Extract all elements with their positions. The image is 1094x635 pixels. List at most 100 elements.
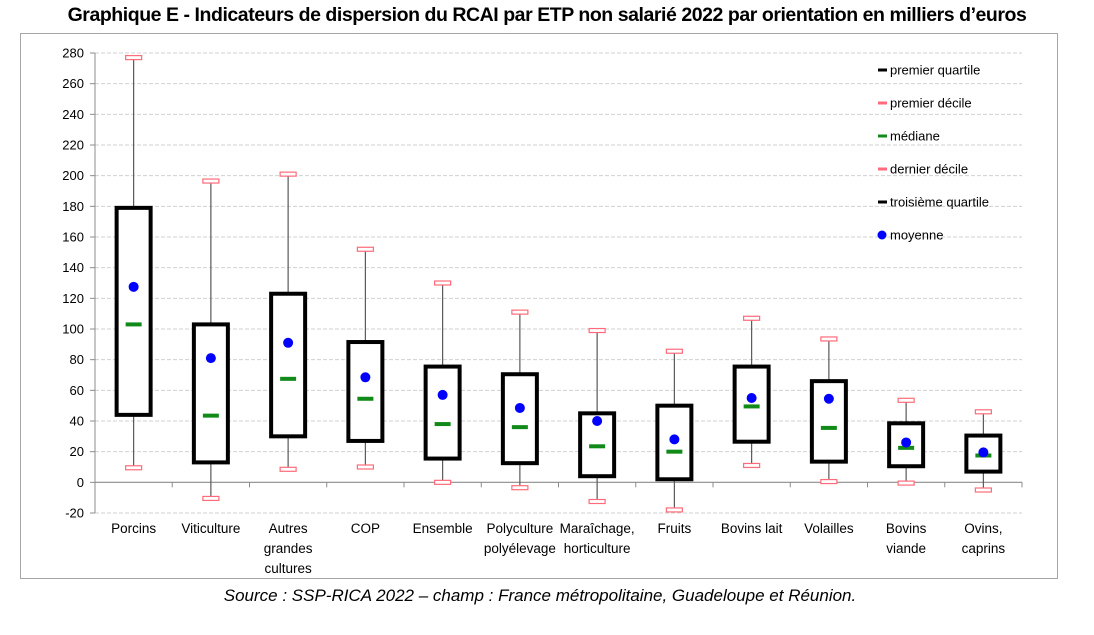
category-label-line: grandes	[264, 541, 313, 556]
category-label: Autres grandes cultures	[264, 521, 313, 576]
last-decile-marker	[820, 336, 838, 342]
box-group	[732, 315, 771, 469]
category-label-line: Porcins	[111, 521, 156, 536]
legend-label: médiane	[890, 129, 940, 144]
quartile-box	[500, 372, 539, 466]
last-decile-marker	[202, 178, 220, 184]
legend-label: moyenne	[890, 228, 943, 243]
median-marker	[898, 445, 915, 450]
legend-label: troisième quartile	[890, 195, 989, 210]
quartile-box	[887, 421, 926, 469]
legend-item-mean: moyenne	[877, 228, 943, 243]
box-group	[578, 327, 617, 505]
median-marker	[666, 449, 683, 454]
category-label-line: Fruits	[658, 521, 692, 536]
category-label-line: COP	[351, 521, 380, 536]
median-marker	[280, 376, 297, 381]
box-group	[964, 409, 1003, 493]
first-decile-marker	[125, 465, 143, 471]
median-marker	[434, 422, 451, 427]
first-decile-marker	[897, 480, 915, 486]
box-group	[346, 246, 385, 470]
legend-item-q3: troisième quartile	[878, 195, 989, 210]
category-label: Bovins viande	[886, 521, 927, 556]
first-decile-marker	[820, 478, 838, 485]
category-label: Ovins, caprins	[962, 521, 1006, 556]
category-labels: Porcins Viticulture Autres grandes cultures C…	[111, 521, 1005, 576]
box-group	[809, 336, 848, 485]
quartile-box	[732, 364, 771, 444]
first-decile-marker	[202, 495, 220, 502]
mean-marker	[437, 389, 448, 400]
median-marker	[202, 413, 219, 418]
y-tick-label: 160	[62, 230, 84, 245]
category-label: Ensemble	[413, 521, 473, 536]
first-decile-marker	[511, 485, 529, 491]
category-label: Volailles	[804, 521, 854, 536]
box-group	[887, 397, 926, 486]
median-marker	[820, 425, 837, 430]
category-label-line: Bovins lait	[721, 521, 783, 536]
mean-marker	[746, 393, 757, 403]
box-group	[114, 54, 153, 471]
y-tick-label: 80	[70, 352, 84, 367]
source-note: Source : SSP-RICA 2022 – champ : France …	[223, 586, 857, 605]
mean-marker	[128, 281, 139, 292]
mean-marker	[592, 416, 603, 426]
last-decile-marker	[897, 397, 915, 403]
y-tick-label: 0	[77, 475, 84, 490]
last-decile-marker	[665, 348, 683, 354]
gridlines	[95, 52, 1022, 514]
category-label-line: Bovins	[886, 521, 927, 536]
last-decile-marker	[279, 171, 297, 177]
category-label-line: Autres	[269, 521, 308, 536]
median-marker	[589, 444, 606, 449]
category-label-line: horticulture	[564, 541, 631, 556]
mean-marker	[978, 447, 989, 458]
box-group	[655, 348, 694, 513]
first-decile-marker	[356, 464, 374, 470]
first-decile-marker	[588, 498, 606, 505]
median-marker	[125, 322, 142, 327]
mean-marker	[514, 402, 525, 413]
category-label-line: Viticulture	[181, 521, 240, 536]
y-tick-label: -20	[65, 506, 84, 521]
category-label-line: polyélevage	[484, 541, 556, 556]
mean-marker	[360, 372, 371, 383]
chart-frame	[20, 33, 1058, 579]
first-decile-marker	[665, 507, 683, 513]
quartile-box	[346, 340, 385, 443]
legend-label: premier décile	[890, 96, 972, 111]
mean-marker	[205, 353, 216, 364]
first-decile-marker	[434, 479, 452, 485]
y-tick-label: 20	[70, 444, 84, 459]
category-label: Fruits	[658, 521, 692, 536]
legend-dash-icon	[878, 200, 887, 204]
y-tick-label: 240	[62, 107, 84, 122]
category-label: Bovins lait	[721, 521, 783, 536]
legend-dash-icon	[878, 134, 887, 138]
y-tick-label: 60	[70, 383, 84, 398]
axes: -20 0 20 40 60 80 100 120 140 160 180 200 220 240 260 2…	[62, 46, 1023, 521]
last-decile-marker	[974, 409, 992, 415]
box-group	[191, 178, 230, 502]
category-label-line: caprins	[962, 541, 1006, 556]
category-label-line: Ovins,	[964, 521, 1002, 536]
last-decile-marker	[125, 54, 143, 61]
last-decile-marker	[356, 246, 374, 252]
category-label-line: viande	[886, 541, 926, 556]
mean-marker	[823, 393, 834, 404]
y-tick-label: 280	[62, 46, 84, 61]
legend-label: premier quartile	[890, 63, 980, 78]
last-decile-marker	[511, 309, 529, 315]
y-tick-label: 120	[62, 291, 84, 306]
y-tick-label: 180	[62, 199, 84, 214]
legend-item-median: médiane	[878, 129, 940, 144]
legend-label: dernier décile	[890, 162, 968, 177]
quartile-box	[191, 322, 230, 465]
mean-marker	[669, 434, 680, 445]
legend-dash-icon	[878, 101, 887, 105]
category-label: Viticulture	[181, 521, 240, 536]
y-tick-label: 140	[62, 260, 84, 275]
